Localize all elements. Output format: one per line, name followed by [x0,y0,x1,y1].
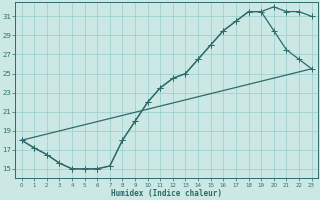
X-axis label: Humidex (Indice chaleur): Humidex (Indice chaleur) [111,189,222,198]
